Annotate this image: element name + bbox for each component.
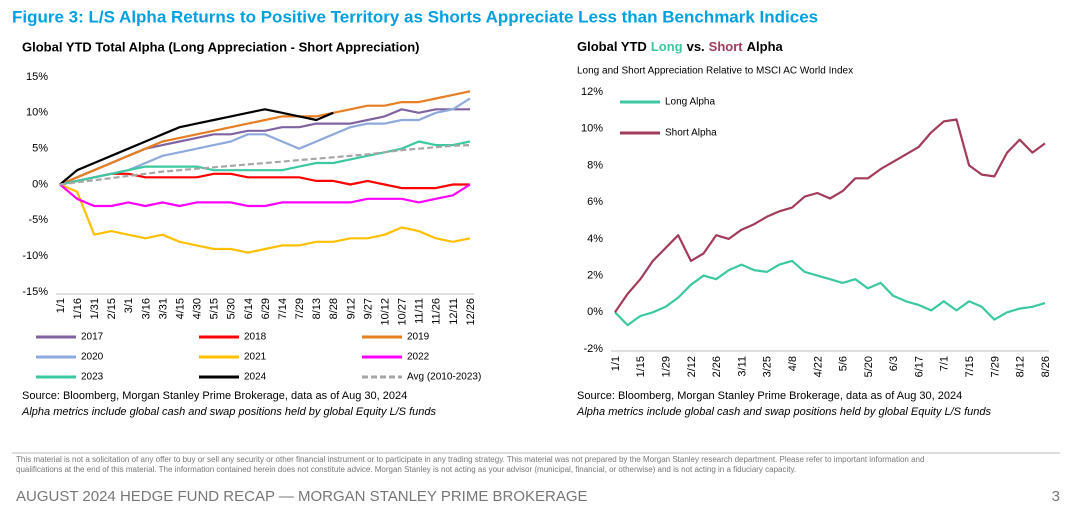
source: Source: Bloomberg, Morgan Stanley Prime … <box>22 390 407 402</box>
series-line <box>59 172 470 190</box>
x-tick-label: 2/15 <box>106 298 118 319</box>
x-tick-label: 3/31 <box>157 298 169 319</box>
title-part: Short <box>709 39 744 54</box>
note: Alpha metrics include global cash and sw… <box>21 406 436 418</box>
x-tick-label: 7/14 <box>277 298 289 319</box>
note: Alpha metrics include global cash and sw… <box>576 406 991 418</box>
y-tick-label: -10% <box>22 250 48 262</box>
series-line <box>59 90 471 186</box>
y-tick-label: 8% <box>587 159 603 171</box>
y-tick-label: 10% <box>581 123 603 135</box>
x-tick-label: 3/25 <box>762 356 774 377</box>
legend-label: Avg (2010-2023) <box>407 372 481 383</box>
legend-label: 2024 <box>244 372 267 383</box>
source: Source: Bloomberg, Morgan Stanley Prime … <box>577 390 962 402</box>
x-tick-label: 5/6 <box>838 356 850 371</box>
x-tick-label: 1/31 <box>89 298 101 319</box>
series-line <box>59 183 471 208</box>
x-tick-label: 10/27 <box>397 298 409 326</box>
x-tick-label: 4/22 <box>812 356 824 377</box>
legend-label: 2022 <box>407 352 430 363</box>
x-tick-label: 12/26 <box>465 298 477 326</box>
legend-label: 2021 <box>244 352 267 363</box>
y-tick-label: 6% <box>587 196 603 208</box>
series-line <box>59 183 471 254</box>
x-tick-label: 2/26 <box>711 356 723 377</box>
x-tick-label: 1/15 <box>635 356 647 377</box>
y-tick-label: -15% <box>22 286 48 298</box>
disclaimer: qualifications at the end of this materi… <box>16 465 796 474</box>
x-tick-label: 7/29 <box>294 298 306 319</box>
x-tick-label: 4/30 <box>192 298 204 319</box>
y-tick-label: 0% <box>587 306 603 318</box>
x-tick-label: 5/15 <box>209 298 221 319</box>
legend-label: 2020 <box>81 352 104 363</box>
y-tick-label: -2% <box>583 343 603 355</box>
title-part: Alpha <box>747 39 784 54</box>
x-tick-label: 8/12 <box>1015 356 1027 377</box>
x-tick-label: 3/16 <box>140 298 152 319</box>
title-part: vs. <box>687 39 705 54</box>
x-tick-label: 4/8 <box>787 356 799 371</box>
chart-subtitle: Long and Short Appreciation Relative to … <box>577 66 853 77</box>
x-tick-label: 12/11 <box>448 298 460 325</box>
y-tick-label: 4% <box>587 233 603 245</box>
page-title: AUGUST 2024 HEDGE FUND RECAP — MORGAN ST… <box>16 488 588 505</box>
title-part: Long <box>651 39 683 54</box>
x-tick-label: 6/29 <box>260 298 272 319</box>
x-tick-label: 6/17 <box>913 356 925 377</box>
disclaimer: This material is not a solicitation of a… <box>16 455 924 464</box>
x-tick-label: 1/29 <box>660 356 672 377</box>
title-part: Global YTD <box>577 39 647 54</box>
x-tick-label: 8/26 <box>1040 356 1052 377</box>
x-tick-label: 1/16 <box>72 298 84 319</box>
legend-label: Long Alpha <box>665 97 715 108</box>
legend-label: 2023 <box>81 372 104 383</box>
legend-label: 2017 <box>81 332 104 343</box>
legend-label: Short Alpha <box>665 128 717 139</box>
y-tick-label: -5% <box>28 214 48 226</box>
x-tick-label: 8/28 <box>328 298 340 319</box>
x-tick-label: 6/14 <box>243 298 255 319</box>
x-tick-label: 1/1 <box>55 298 67 313</box>
x-tick-label: 5/20 <box>863 356 875 377</box>
x-tick-label: 1/1 <box>610 356 622 371</box>
x-tick-label: 4/15 <box>174 298 186 319</box>
x-tick-label: 5/30 <box>226 298 238 319</box>
figure-title: Figure 3: L/S Alpha Returns to Positive … <box>12 7 818 26</box>
x-tick-label: 11/26 <box>431 298 443 325</box>
x-tick-label: 2/12 <box>686 356 698 377</box>
chart-title: Global YTD Long vs. Short Alpha <box>577 39 784 54</box>
series-line <box>59 140 471 186</box>
y-tick-label: 12% <box>581 86 603 98</box>
x-tick-label: 7/29 <box>989 356 1001 377</box>
x-tick-label: 9/27 <box>362 298 374 319</box>
x-tick-label: 3/1 <box>123 298 135 313</box>
x-tick-label: 8/13 <box>311 298 323 319</box>
series-line <box>614 118 1046 313</box>
series-line <box>59 144 471 186</box>
chart-title: Global YTD Total Alpha (Long Appreciatio… <box>22 39 419 54</box>
y-tick-label: 15% <box>26 71 48 83</box>
series-line <box>59 108 334 186</box>
y-tick-label: 2% <box>587 269 603 281</box>
x-tick-label: 10/12 <box>379 298 391 326</box>
x-tick-label: 3/11 <box>736 356 748 377</box>
x-tick-label: 9/12 <box>345 298 357 319</box>
legend-label: 2019 <box>407 332 430 343</box>
page-number: 3 <box>1052 488 1060 505</box>
x-tick-label: 7/1 <box>939 356 951 371</box>
x-tick-label: 11/11 <box>414 298 426 324</box>
x-tick-label: 6/3 <box>888 356 900 371</box>
legend-label: 2018 <box>244 332 267 343</box>
series-line <box>614 259 1046 327</box>
y-tick-label: 0% <box>32 178 48 190</box>
y-tick-label: 10% <box>26 107 48 119</box>
x-tick-label: 7/15 <box>964 356 976 377</box>
y-tick-label: 5% <box>32 143 48 155</box>
